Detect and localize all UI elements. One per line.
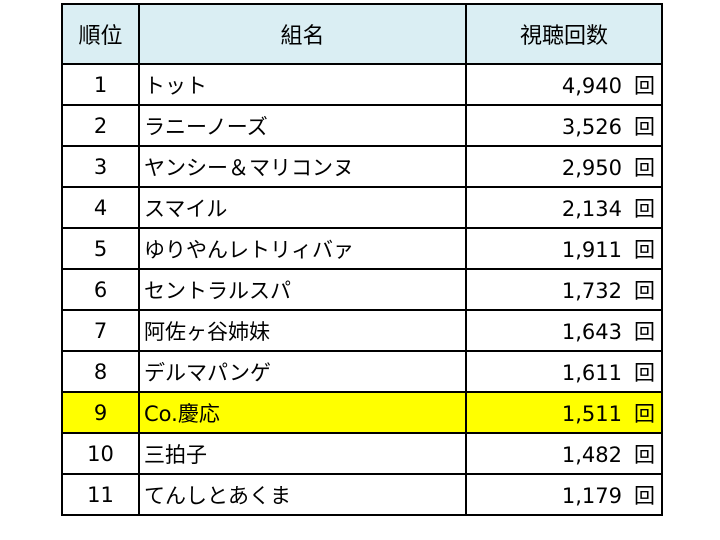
table-row: 6 セントラルスパ 1,732 回: [61, 268, 663, 311]
name-cell: スマイル: [138, 186, 467, 229]
views-unit: 回: [634, 155, 655, 180]
name-cell: トット: [138, 63, 467, 106]
name-cell: セントラルスパ: [138, 268, 467, 311]
table-row: 11 てんしとあくま 1,179 回: [61, 473, 663, 516]
table-row: 9 Co.慶応 1,511 回: [61, 391, 663, 434]
rank-cell: 4: [61, 186, 140, 229]
views-number: 1,482: [561, 442, 622, 467]
rank-cell: 5: [61, 227, 140, 270]
views-cell: 1,482 回: [465, 432, 663, 475]
views-unit: 回: [634, 360, 655, 385]
views-unit: 回: [634, 114, 655, 139]
views-number: 3,526: [561, 114, 622, 139]
table-body: 1 トット 4,940 回 2 ラニーノーズ 3,526 回 3 ヤンシー＆マリコンヌ 2,950 回…: [61, 63, 663, 516]
views-number: 2,950: [561, 155, 622, 180]
name-cell: てんしとあくま: [138, 473, 467, 516]
views-cell: 1,643 回: [465, 309, 663, 352]
views-number: 1,643: [561, 319, 622, 344]
views-unit: 回: [634, 278, 655, 303]
views-number: 1,732: [561, 278, 622, 303]
views-number: 1,179: [561, 483, 622, 508]
views-number: 1,511: [561, 401, 622, 426]
views-unit: 回: [634, 442, 655, 467]
rank-cell: 3: [61, 145, 140, 188]
views-number: 1,611: [561, 360, 622, 385]
views-number: 1,911: [561, 237, 622, 262]
rank-cell: 6: [61, 268, 140, 311]
views-cell: 1,911 回: [465, 227, 663, 270]
rank-cell: 11: [61, 473, 140, 516]
rank-cell: 9: [61, 391, 140, 434]
rank-cell: 1: [61, 63, 140, 106]
views-unit: 回: [634, 319, 655, 344]
views-cell: 3,526 回: [465, 104, 663, 147]
views-cell: 4,940 回: [465, 63, 663, 106]
ranking-table: 順位 組名 視聴回数 1 トット 4,940 回 2 ラニーノーズ 3,526 回 3 ヤンシー＆…: [61, 3, 663, 516]
table-row: 3 ヤンシー＆マリコンヌ 2,950 回: [61, 145, 663, 188]
name-cell: 三拍子: [138, 432, 467, 475]
views-cell: 1,611 回: [465, 350, 663, 393]
table-row: 5 ゆりやんレトリィバァ 1,911 回: [61, 227, 663, 270]
name-cell: ラニーノーズ: [138, 104, 467, 147]
views-cell: 1,511 回: [465, 391, 663, 434]
name-cell: Co.慶応: [138, 391, 467, 434]
views-number: 2,134: [561, 196, 622, 221]
header-rank: 順位: [61, 3, 140, 65]
views-unit: 回: [634, 237, 655, 262]
name-cell: ゆりやんレトリィバァ: [138, 227, 467, 270]
rank-cell: 7: [61, 309, 140, 352]
rank-cell: 8: [61, 350, 140, 393]
name-cell: 阿佐ヶ谷姉妹: [138, 309, 467, 352]
views-unit: 回: [634, 73, 655, 98]
table-row: 4 スマイル 2,134 回: [61, 186, 663, 229]
name-cell: ヤンシー＆マリコンヌ: [138, 145, 467, 188]
rank-cell: 10: [61, 432, 140, 475]
views-cell: 1,732 回: [465, 268, 663, 311]
table-row: 7 阿佐ヶ谷姉妹 1,643 回: [61, 309, 663, 352]
header-name: 組名: [138, 3, 467, 65]
table-row: 10 三拍子 1,482 回: [61, 432, 663, 475]
table-row: 2 ラニーノーズ 3,526 回: [61, 104, 663, 147]
views-unit: 回: [634, 401, 655, 426]
header-row: 順位 組名 視聴回数: [61, 3, 663, 65]
views-number: 4,940: [561, 73, 622, 98]
views-cell: 2,950 回: [465, 145, 663, 188]
views-cell: 1,179 回: [465, 473, 663, 516]
views-cell: 2,134 回: [465, 186, 663, 229]
views-unit: 回: [634, 483, 655, 508]
views-unit: 回: [634, 196, 655, 221]
name-cell: デルマパンゲ: [138, 350, 467, 393]
table-row: 1 トット 4,940 回: [61, 63, 663, 106]
header-views: 視聴回数: [465, 3, 663, 65]
table-row: 8 デルマパンゲ 1,611 回: [61, 350, 663, 393]
rank-cell: 2: [61, 104, 140, 147]
